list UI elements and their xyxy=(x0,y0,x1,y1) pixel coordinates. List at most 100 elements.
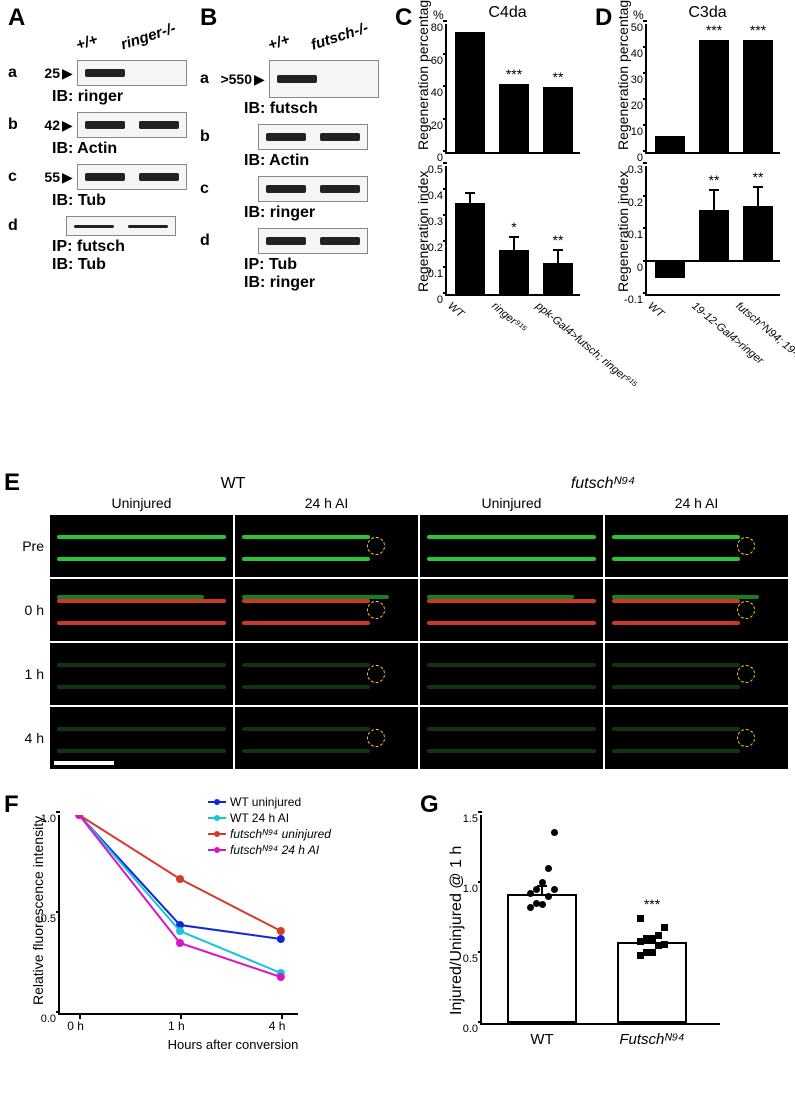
growth-cone-circle xyxy=(737,537,755,555)
x-tick-label: ringer⁹¹⁵ xyxy=(489,300,528,336)
bar xyxy=(499,84,529,152)
panel-c-bottom-chart: 00.10.20.30.40.5Regeneration index*** xyxy=(395,166,590,296)
y-tick: 30 xyxy=(631,74,647,86)
panel-g-ylabel: Injured/Uninjured @ 1 h xyxy=(448,846,466,1015)
panel-b-western-blot: B +/+ futsch-/- a>550▶IB: futschbIB: Act… xyxy=(200,4,390,298)
scatter-point xyxy=(661,924,668,931)
ib-label: IB: futsch xyxy=(244,100,390,118)
micrograph-cell xyxy=(235,707,418,769)
blot-band xyxy=(277,75,317,83)
panel-e-group2: futschᴺ⁹⁴ xyxy=(418,475,788,493)
bar-chart-area: -0.100.10.20.3Regeneration index**** xyxy=(645,166,780,296)
bar xyxy=(455,203,485,294)
blot-band xyxy=(320,185,360,193)
y-tick: 0.5 xyxy=(41,913,60,925)
y-tick: 20 xyxy=(631,100,647,112)
unit-label: % xyxy=(633,8,644,22)
y-tick: 20 xyxy=(431,120,447,132)
micrograph-cell xyxy=(50,515,233,577)
bar-chart-area: 00.10.20.30.40.5Regeneration index*** xyxy=(445,166,580,296)
blot-band xyxy=(139,121,179,129)
scatter-point xyxy=(545,893,552,900)
ib-label: IB: ringer xyxy=(52,88,198,106)
panel-f-plot-area: Relative fluorescence intensity 0.00.51.… xyxy=(58,815,298,1015)
blot-sublabel: a xyxy=(200,70,214,88)
mw-label: >550 xyxy=(214,71,252,87)
blot-lane-box xyxy=(258,228,368,254)
blot-sublabel: c xyxy=(8,168,22,186)
mean-bar xyxy=(507,894,577,1023)
y-tick: 0.5 xyxy=(463,953,482,965)
bar xyxy=(699,210,729,262)
y-tick: 1.5 xyxy=(463,813,482,825)
blot-lane-box xyxy=(77,164,187,190)
blot-band xyxy=(139,173,179,181)
mw-label: 25 xyxy=(22,65,60,81)
micrograph-cell xyxy=(420,643,603,705)
blot-row: c xyxy=(200,176,390,202)
y-tick: 40 xyxy=(431,87,447,99)
panel-b-label: B xyxy=(200,4,217,32)
scatter-point xyxy=(545,865,552,872)
micrograph-row-header: Pre xyxy=(8,515,48,577)
blot-row: d xyxy=(200,228,390,254)
blot-band xyxy=(85,69,125,77)
y-tick: 50 xyxy=(631,22,647,34)
mw-label: 42 xyxy=(22,117,60,133)
scatter-point xyxy=(551,829,558,836)
micrograph-cell xyxy=(50,707,233,769)
scatter-point xyxy=(551,886,558,893)
blot-band xyxy=(320,133,360,141)
panel-d-bar-charts: D C3da 01020304050%Regeneration percenta… xyxy=(595,4,790,444)
growth-cone-circle xyxy=(367,665,385,683)
blot-row: c55▶ xyxy=(8,164,198,190)
scatter-point xyxy=(661,941,668,948)
panel-e-group1: WT xyxy=(48,475,418,493)
x-tick-label: WT xyxy=(502,1031,582,1048)
blot-lane-box xyxy=(77,112,187,138)
blot-row: d xyxy=(8,216,198,236)
panel-f-xlabel: Hours after conversion xyxy=(58,1037,408,1052)
micrograph-cell xyxy=(235,579,418,641)
scatter-point xyxy=(655,932,662,939)
x-tick-label: 1 h xyxy=(168,1019,185,1033)
ib-label: IB: Actin xyxy=(244,152,390,170)
panel-c-title: C4da xyxy=(425,4,590,22)
blot-sublabel: d xyxy=(8,217,22,235)
panel-c-bar-charts: C C4da 020406080%Regeneration percentage… xyxy=(395,4,590,444)
significance-marker: * xyxy=(499,219,529,235)
panel-f-ylabel: Relative fluorescence intensity xyxy=(30,816,46,1005)
bar xyxy=(543,263,573,294)
bar-chart-area: 020406080%Regeneration percentage***** xyxy=(445,24,580,154)
ib-label: IB: Actin xyxy=(52,140,198,158)
y-tick: 0.0 xyxy=(463,1023,482,1035)
significance-marker: ** xyxy=(743,169,773,185)
micrograph-cell xyxy=(420,515,603,577)
arrow-icon: ▶ xyxy=(254,71,265,88)
growth-cone-circle xyxy=(737,729,755,747)
micrograph-cell xyxy=(235,643,418,705)
panel-a-western-blot: A +/+ ringer-/- a25▶IB: ringerb42▶IB: Ac… xyxy=(8,4,198,280)
blot-row: b xyxy=(200,124,390,150)
arrow-icon: ▶ xyxy=(62,117,73,134)
y-axis-label: Regeneration percentage xyxy=(615,0,631,150)
blot-sublabel: a xyxy=(8,64,22,82)
blot-lane-box xyxy=(66,216,176,236)
micrograph-cell xyxy=(50,643,233,705)
y-tick: 1.0 xyxy=(463,883,482,895)
y-tick: 1.0 xyxy=(41,813,60,825)
blot-row: a25▶ xyxy=(8,60,198,86)
significance-marker: *** xyxy=(699,22,729,38)
significance-marker: ** xyxy=(699,172,729,188)
y-tick: 0.0 xyxy=(41,1013,60,1025)
micrograph-col-header: 24 h AI xyxy=(235,493,418,513)
panel-c-top-chart: 020406080%Regeneration percentage***** xyxy=(395,24,590,154)
panel-e-micrographs: E WT futschᴺ⁹⁴ Uninjured24 h AIUninjured… xyxy=(8,475,788,769)
blot-band xyxy=(85,173,125,181)
micrograph-row-header: 1 h xyxy=(8,643,48,705)
panel-a-label: A xyxy=(8,4,25,32)
mw-label: 55 xyxy=(22,169,60,185)
bar xyxy=(699,40,729,152)
blot-lane-box xyxy=(258,176,368,202)
panel-c-label: C xyxy=(395,4,412,32)
